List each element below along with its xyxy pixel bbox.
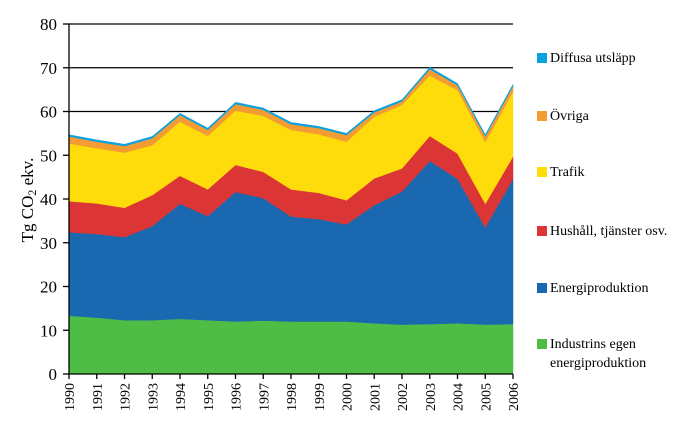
- area-industrins-egen-energiproduktion: [68, 315, 514, 375]
- y-tick-label: 60: [40, 103, 57, 122]
- y-tick-label: 10: [40, 321, 57, 340]
- area-diffusa-utslapp: [68, 66, 514, 147]
- x-tick-label: 1998: [285, 383, 300, 411]
- legend-swatch: [537, 53, 547, 63]
- legend-swatch: [537, 167, 547, 177]
- x-tick-label: 1994: [174, 383, 189, 411]
- legend-item-ovriga: Övriga: [537, 107, 690, 126]
- x-tick-label: 1995: [202, 383, 217, 411]
- y-tick-label: 20: [40, 278, 57, 297]
- x-tick-label: 1997: [257, 383, 272, 411]
- x-tick-label: 2003: [424, 383, 439, 411]
- x-tick-label: 1999: [313, 383, 328, 411]
- legend-label: Diffusa utsläpp: [550, 51, 636, 66]
- y-tick-label: 70: [40, 59, 57, 78]
- x-tick-label: 2004: [452, 383, 467, 411]
- y-tick-labels: 0 10 20 30 40 50 60 70 80: [40, 15, 57, 384]
- legend-item-trafik: Trafik: [537, 163, 690, 182]
- legend-swatch: [537, 283, 547, 293]
- legend-item-energiproduktion: Energiproduktion: [537, 279, 690, 298]
- legend-item-hushall-tjanster-osv: Hushåll, tjänster osv.: [537, 222, 668, 241]
- x-tick-labels: 1990 1991 1992 1993 1994 1995 1996 1997 1998 1999…: [63, 383, 522, 411]
- legend-swatch: [537, 339, 547, 349]
- legend-swatch: [537, 226, 547, 236]
- x-tick-label: 2006: [507, 383, 522, 411]
- area-layers: [68, 66, 514, 375]
- x-tick-label: 2001: [368, 383, 383, 411]
- y-tick-label: 0: [49, 365, 58, 384]
- x-tick-label: 1996: [230, 383, 245, 411]
- x-tick-label: 1990: [63, 383, 78, 411]
- legend-label: Övriga: [550, 109, 589, 124]
- x-tick-label: 2000: [341, 383, 356, 411]
- axes: [63, 23, 514, 379]
- x-tick-label: 2005: [479, 383, 494, 411]
- y-axis-label: Tg CO2 ekv.: [18, 158, 39, 243]
- legend-item-diffusa-utslapp: Diffusa utsläpp: [537, 49, 690, 68]
- legend-label: Trafik: [550, 165, 585, 180]
- y-tick-label: 50: [40, 146, 57, 165]
- legend-label: Hushåll, tjänster osv.: [550, 224, 668, 239]
- x-tick-label: 1993: [146, 383, 161, 411]
- x-tick-label: 1991: [91, 383, 106, 411]
- x-tick-label: 2002: [396, 383, 411, 411]
- legend-swatch: [537, 111, 547, 121]
- legend-label: Industrins egen energiproduktion: [550, 337, 647, 371]
- legend-label: Energiproduktion: [550, 281, 649, 296]
- y-tick-label: 40: [40, 190, 57, 209]
- y-tick-label: 30: [40, 234, 57, 253]
- legend-item-industrins-egen-energiproduktion: Industrins egen energiproduktion: [537, 335, 675, 373]
- x-tick-label: 1992: [119, 383, 134, 411]
- y-tick-label: 80: [40, 15, 57, 34]
